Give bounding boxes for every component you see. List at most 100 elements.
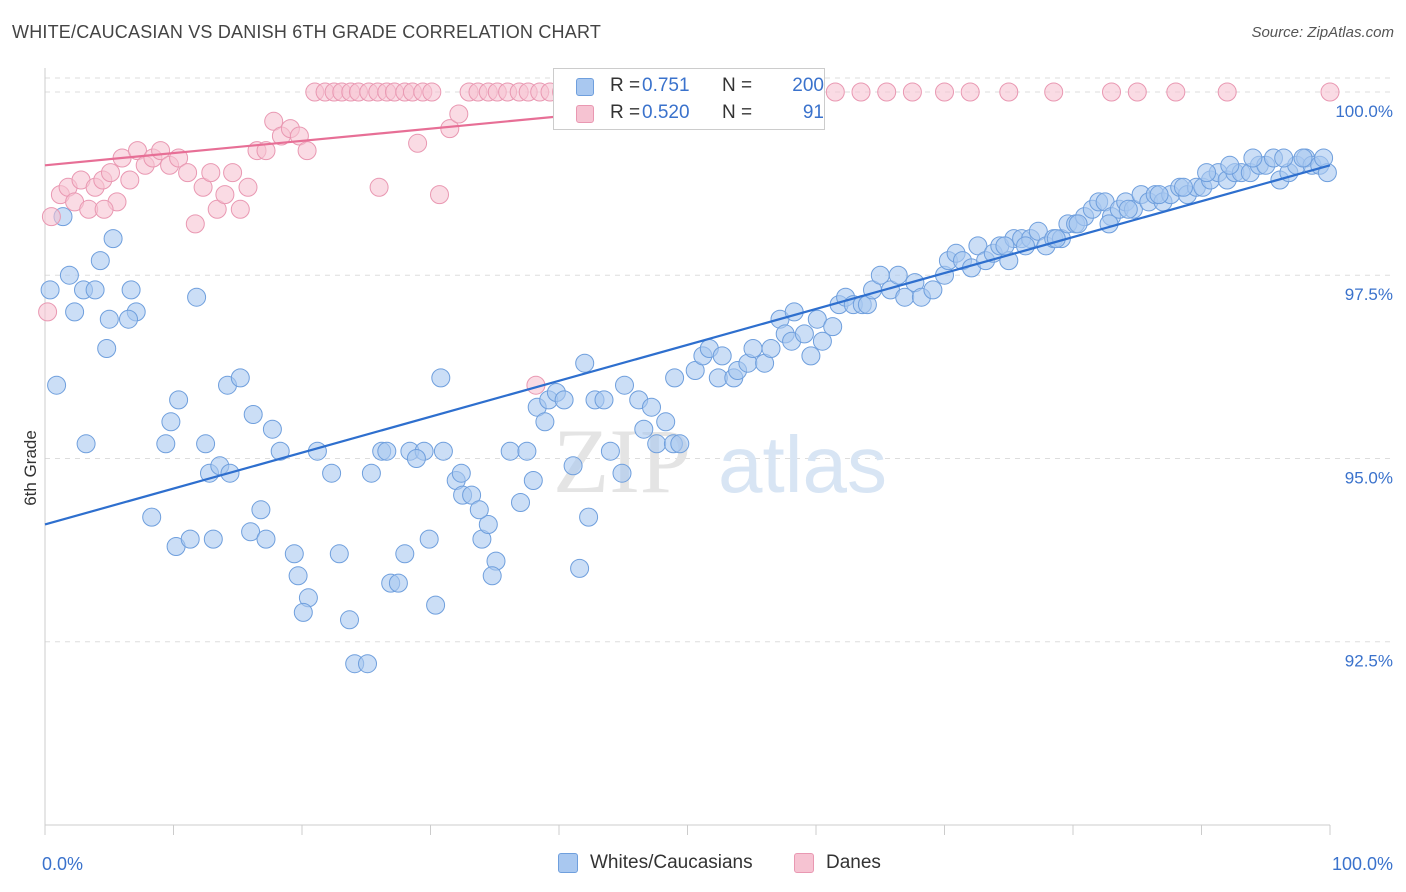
whites-point — [656, 412, 676, 432]
whites-point — [685, 361, 705, 380]
whites-point — [807, 309, 827, 329]
whites-point — [1220, 155, 1240, 175]
danes-point — [1127, 82, 1147, 102]
whites-point — [794, 324, 814, 344]
danes-point — [207, 199, 227, 219]
whites-point — [161, 412, 181, 432]
whites-point — [99, 309, 119, 329]
danes-point — [1217, 82, 1237, 102]
danes-point — [1320, 82, 1340, 102]
whites-point — [322, 463, 342, 483]
whites-point — [600, 441, 620, 461]
whites-point — [284, 544, 304, 564]
whites-point — [500, 441, 520, 461]
whites-point — [615, 375, 634, 395]
axes — [44, 68, 1331, 835]
whites-point — [187, 287, 207, 307]
whites-point — [995, 236, 1015, 256]
whites-point — [97, 339, 117, 358]
danes-point — [935, 82, 954, 102]
danes-point — [264, 111, 284, 131]
danes-point — [1166, 82, 1186, 102]
danes-point — [185, 214, 205, 234]
whites-point — [511, 493, 530, 512]
whites-point — [712, 346, 732, 366]
whites-point — [47, 375, 67, 395]
legend-n-label: N = — [722, 75, 753, 96]
danes-point — [41, 207, 61, 227]
whites-point — [142, 507, 162, 527]
chart-title: WHITE/CAUCASIAN VS DANISH 6TH GRADE CORR… — [12, 22, 602, 42]
danes-point — [178, 163, 198, 183]
danes-point — [223, 163, 243, 183]
whites-point — [1314, 148, 1334, 168]
danes-point — [297, 141, 317, 161]
legend-label-danes: Danes — [826, 852, 881, 873]
whites-point — [230, 368, 250, 388]
danes-point — [422, 82, 442, 102]
danes-point — [238, 177, 258, 197]
whites-point — [1274, 148, 1294, 168]
whites-point — [594, 390, 614, 410]
whites-point — [665, 368, 685, 388]
whites-point — [1046, 229, 1066, 249]
whites-point — [1174, 177, 1193, 197]
danes-point — [101, 163, 120, 183]
whites-point — [288, 566, 308, 586]
whites-point — [761, 339, 781, 358]
legend-r-label: R = — [610, 102, 641, 123]
whites-point — [358, 654, 377, 674]
legend-n-value: 91 — [802, 102, 824, 123]
legend-label-whites: Whites/Caucasians — [590, 852, 753, 873]
legend-swatch-blue — [576, 78, 594, 96]
whites-point — [180, 529, 200, 549]
x-tick-label: 0.0% — [42, 854, 83, 874]
whites-point — [823, 317, 843, 337]
whites-point — [1243, 148, 1263, 168]
whites-point — [923, 280, 943, 300]
whites-point — [1197, 163, 1217, 183]
whites-point — [426, 595, 446, 615]
whites-point — [801, 346, 821, 366]
whites-point — [340, 610, 359, 630]
danes-point — [960, 82, 980, 102]
y-tick-label: 95.0% — [1345, 468, 1393, 487]
whites-point — [85, 280, 105, 300]
trend-line-whites — [44, 164, 1331, 526]
danes-point — [449, 104, 469, 124]
whites-point — [1118, 199, 1138, 219]
whites-point — [1149, 185, 1169, 205]
danes-point — [201, 163, 221, 183]
whites-point — [517, 441, 537, 461]
whites-point — [535, 412, 555, 432]
danes-point — [193, 177, 213, 197]
whites-point — [575, 353, 595, 373]
danes-point — [408, 133, 428, 153]
whites-point — [76, 434, 96, 454]
whites-point — [670, 434, 690, 454]
whites-point — [59, 265, 79, 285]
legend-swatch-pink — [794, 853, 814, 873]
whites-point — [156, 434, 176, 454]
whites-point — [743, 339, 763, 358]
whites-point — [570, 558, 590, 578]
danes-point — [1044, 82, 1064, 102]
watermark-atlas: atlas — [718, 420, 887, 509]
whites-point — [388, 573, 408, 593]
whites-point — [612, 463, 632, 483]
legend-r-label: R = — [610, 75, 641, 96]
whites-point — [523, 471, 543, 490]
series-whites-points — [40, 148, 1337, 674]
legend-r-value: 0.520 — [642, 102, 690, 123]
whites-point — [478, 515, 498, 534]
whites-point — [647, 434, 667, 454]
x-tick-labels: 0.0% 100.0% — [42, 854, 1393, 874]
legend-swatch-blue — [558, 853, 578, 873]
whites-point — [634, 419, 654, 439]
danes-point — [369, 177, 389, 197]
danes-point — [230, 199, 250, 219]
danes-point — [120, 170, 140, 190]
whites-point — [119, 309, 138, 329]
whites-point — [169, 390, 189, 410]
danes-point — [902, 82, 922, 102]
